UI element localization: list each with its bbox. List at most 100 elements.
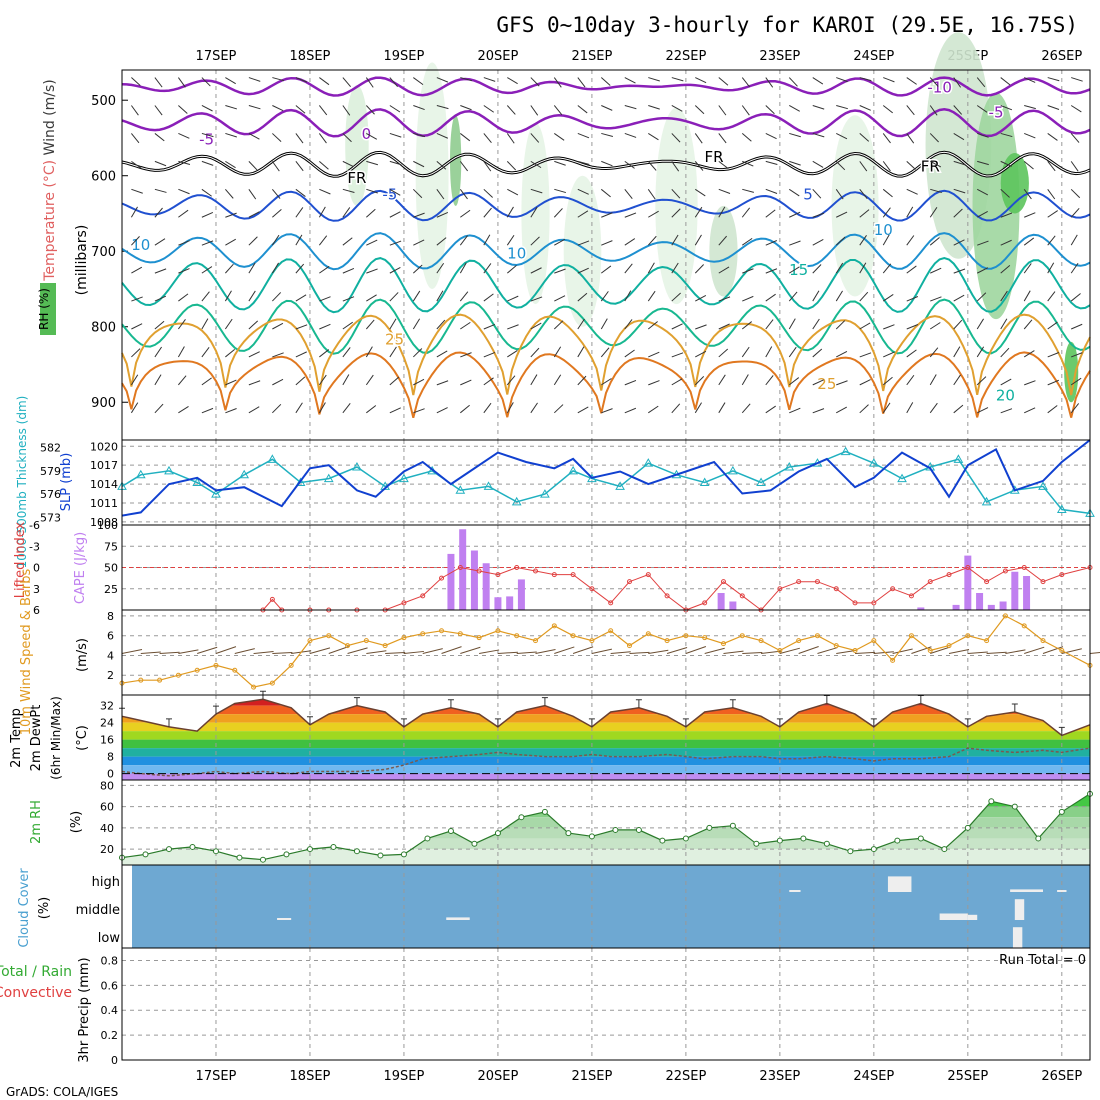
lifted-index-point	[401, 600, 407, 606]
wind-barb	[553, 404, 564, 414]
thickness-point	[728, 465, 738, 475]
wind-barb	[671, 208, 681, 218]
wind-barb	[436, 77, 449, 83]
wind-barb	[413, 378, 425, 386]
wind10-speed-point	[514, 633, 520, 639]
top-date-label: 22SEP	[665, 49, 706, 64]
wind-barb	[1070, 133, 1080, 143]
wind-barb	[647, 290, 656, 302]
wind-barb	[976, 77, 986, 88]
upper-air-ylabel-part: Temperature	[42, 188, 58, 282]
thickness-point	[840, 446, 851, 456]
wind-barb	[1071, 352, 1083, 358]
wind10-barb	[648, 649, 669, 654]
wind-barb	[648, 133, 659, 141]
wind10-speed-point	[589, 638, 595, 644]
wind-barb	[977, 132, 989, 138]
wind-barb	[436, 132, 449, 139]
cape-bar	[1011, 571, 1019, 610]
wind-barb	[718, 188, 731, 194]
wind-barb	[788, 318, 796, 330]
wind10-speed-point	[232, 667, 238, 673]
cloud-ylabel: Cloud Cover	[17, 868, 32, 948]
wind-barb	[671, 352, 684, 358]
wind-barb	[976, 105, 988, 113]
wind-barb	[1047, 210, 1058, 218]
wind-barb	[765, 293, 776, 302]
wind-barb	[460, 105, 472, 111]
precip-tick-label: 0.2	[101, 1029, 119, 1042]
lifted-index-point	[1021, 565, 1027, 570]
lifted-index-point	[871, 600, 877, 606]
wind10-speed-point	[533, 638, 539, 644]
wind10-barb	[516, 651, 537, 654]
wind-barb	[859, 77, 872, 82]
wind-barb	[272, 322, 284, 330]
wind-barb	[647, 321, 658, 330]
wind-barb	[977, 160, 989, 166]
rh-band	[122, 827, 1090, 839]
wind-barb	[178, 405, 189, 414]
wind-barb	[671, 161, 680, 172]
wind10-barb	[948, 649, 970, 654]
wind-barb	[765, 188, 778, 194]
wind-barb	[1070, 207, 1080, 218]
wind-barb	[765, 240, 778, 246]
wind-barb	[882, 133, 891, 144]
wind-barb	[460, 77, 473, 82]
cape-bar	[517, 579, 525, 610]
wind-barb	[295, 161, 304, 172]
wind-barb	[365, 319, 375, 330]
lifted-index-line	[262, 566, 1091, 611]
wind-barb	[976, 292, 987, 302]
wind-barb	[882, 188, 893, 198]
wind-barb	[459, 161, 469, 172]
wind-barb	[976, 188, 989, 196]
top-date-label: 26SEP	[1041, 49, 1082, 64]
wind-barb	[389, 188, 401, 196]
contour-label: 15	[789, 261, 808, 279]
wind-barb	[272, 208, 282, 218]
cape-bar	[999, 601, 1007, 610]
wind-barb	[718, 77, 729, 86]
cloud-block	[789, 890, 801, 892]
wind-barb	[1071, 77, 1083, 82]
wind10-barb	[1024, 646, 1045, 654]
wind-barb	[906, 402, 914, 414]
wind-barb	[953, 319, 963, 330]
rh2m-units: (%)	[69, 811, 84, 834]
chart-layer: 17SEP 17SEP 18SEP 18SEP 19SEP 19SEP 20SEP 20SEP…	[0, 32, 1100, 1084]
lifted-index-point	[645, 572, 651, 578]
wind-barb	[342, 105, 351, 116]
wind-barb	[812, 188, 822, 199]
wind-barb	[718, 402, 726, 414]
wind-barb	[1070, 377, 1082, 386]
rh-point	[189, 843, 196, 850]
wind-barb	[1070, 403, 1080, 414]
wind-barb	[741, 374, 749, 386]
wind10-barb	[1061, 648, 1082, 654]
wind-barb	[624, 319, 633, 330]
rh-shading	[345, 85, 369, 206]
rh-point	[894, 837, 901, 844]
wind10-speed-point	[739, 633, 745, 639]
wind-barb	[154, 133, 165, 142]
wind-barb	[648, 77, 660, 82]
wind-barb	[459, 291, 469, 302]
wind-barb	[976, 376, 987, 386]
cloud-block	[1057, 890, 1067, 892]
rh-point	[259, 856, 266, 863]
wind-barb	[812, 212, 825, 218]
wind-barb	[601, 105, 613, 111]
wind-barb	[859, 352, 872, 358]
wind-barb	[460, 209, 471, 218]
wind-barb	[695, 324, 707, 330]
wind-barb	[788, 377, 800, 386]
bottom-date-label: 19SEP	[384, 1069, 425, 1084]
wind-barb	[507, 324, 519, 330]
wind-barb	[178, 375, 187, 386]
wind-barb	[789, 132, 801, 138]
wind-barb	[506, 161, 517, 171]
wind-barb	[577, 77, 586, 88]
rh-point	[541, 808, 548, 815]
